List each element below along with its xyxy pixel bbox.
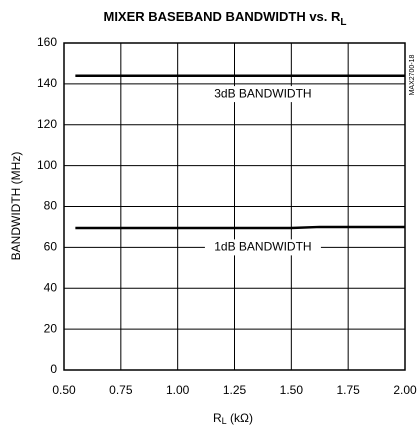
x-tick-label: 1.50 (280, 383, 304, 397)
y-tick-label: 20 (44, 321, 58, 335)
y-axis-label: BANDWIDTH (MHz) (9, 152, 23, 261)
x-tick-label: 1.75 (336, 383, 360, 397)
series-line (75, 225, 405, 230)
series-label: 3dB BANDWIDTH (214, 86, 311, 100)
label-background (204, 86, 321, 103)
x-axis-label: RL (kΩ) (213, 411, 253, 426)
x-tick-label: 1.00 (166, 383, 190, 397)
y-tick-label: 40 (44, 280, 58, 294)
side-note: MAX2700-18 (409, 54, 416, 95)
x-tick-label: 2.00 (393, 383, 417, 397)
x-tick-label: 1.25 (223, 383, 247, 397)
series-label: 1dB BANDWIDTH (214, 240, 311, 254)
y-tick-label: 60 (44, 240, 58, 254)
y-tick-label: 140 (37, 76, 57, 90)
y-tick-label: 160 (37, 35, 57, 49)
y-tick-label: 120 (37, 117, 57, 131)
label-background (204, 239, 321, 256)
x-label-main: R (213, 411, 222, 425)
y-tick-label: 0 (50, 362, 57, 376)
y-tick-label: 80 (44, 199, 58, 213)
title-main: MIXER BASEBAND BANDWIDTH vs. R (103, 9, 341, 24)
x-tick-label: 0.50 (52, 383, 76, 397)
x-tick-label: 0.75 (109, 383, 133, 397)
title-subscript: L (340, 17, 346, 28)
x-label-subscript: L (222, 416, 227, 426)
chart-title: MIXER BASEBAND BANDWIDTH vs. RL (103, 9, 346, 27)
plot-frame (63, 42, 406, 371)
y-tick-label: 100 (37, 158, 57, 172)
x-label-unit: (kΩ) (227, 411, 253, 425)
